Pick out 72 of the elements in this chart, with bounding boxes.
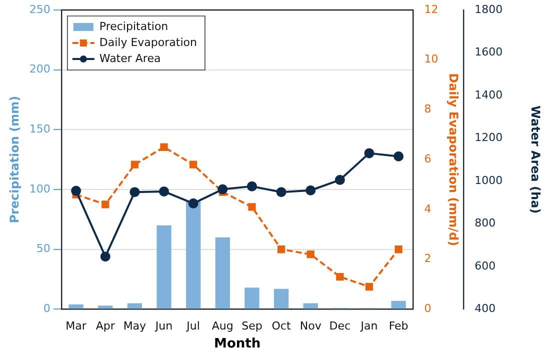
- point: [130, 160, 139, 168]
- bar: [156, 225, 172, 309]
- y-tick-label: 100: [29, 182, 50, 196]
- point: [248, 203, 256, 211]
- point: [334, 174, 345, 185]
- point: [336, 272, 344, 281]
- point: [130, 187, 140, 198]
- point: [218, 184, 228, 194]
- bar: [391, 300, 406, 309]
- y-tick-label: 0: [43, 302, 50, 316]
- y-axis-title: Precipitation (mm): [7, 96, 22, 224]
- legend-label: Daily Evaporation: [99, 36, 197, 49]
- x-tick-label: Jul: [186, 320, 200, 333]
- y3-tick-label: 600: [474, 259, 496, 272]
- y2-tick-label: 12: [424, 2, 438, 16]
- point: [306, 185, 316, 196]
- y3-tick-label: 1200: [474, 131, 503, 144]
- bar: [68, 304, 84, 309]
- y-tick-label: 50: [36, 242, 50, 256]
- point: [159, 186, 170, 196]
- y2-tick-label: 10: [424, 52, 438, 66]
- point: [276, 187, 286, 198]
- point: [364, 148, 374, 158]
- point: [306, 250, 314, 258]
- y-tick-label: 150: [29, 122, 50, 136]
- x-tick-label: Nov: [300, 320, 322, 333]
- point: [189, 160, 198, 168]
- x-tick-label: Jan: [360, 320, 378, 333]
- legend-label: Water Area: [99, 52, 161, 65]
- x-tick-label: Oct: [272, 320, 292, 333]
- y2-axis-title: Daily Evaporation (mm/d): [446, 73, 460, 246]
- y2-tick-label: 6: [424, 152, 432, 166]
- legend-label: Precipitation: [99, 20, 168, 33]
- bar: [215, 237, 230, 309]
- point: [102, 200, 110, 208]
- point: [71, 186, 82, 196]
- point: [277, 246, 286, 254]
- point: [246, 181, 257, 192]
- bar: [186, 201, 201, 309]
- y3-tick-label: 400: [474, 302, 496, 316]
- x-tick-label: Dec: [329, 320, 351, 333]
- bar: [303, 303, 318, 309]
- x-axis-title: Month: [214, 336, 261, 352]
- y-tick-label: 250: [29, 2, 50, 16]
- y2-tick-label: 2: [424, 252, 432, 266]
- x-tick-label: Apr: [96, 320, 116, 333]
- y2-tick-label: 4: [424, 202, 432, 216]
- x-tick-label: Feb: [388, 320, 408, 333]
- x-tick-label: Sep: [242, 320, 262, 333]
- y3-tick-label: 1000: [474, 174, 503, 187]
- bar: [127, 303, 142, 309]
- bar: [274, 288, 289, 309]
- y-tick-label: 200: [29, 62, 50, 76]
- x-tick-label: Mar: [66, 320, 87, 333]
- x-tick-label: May: [123, 320, 147, 333]
- point: [365, 282, 374, 291]
- point: [394, 246, 402, 254]
- y3-tick-label: 800: [474, 216, 496, 230]
- point: [188, 198, 198, 208]
- y2-tick-label: 8: [424, 102, 432, 116]
- y2-tick-label: 0: [424, 302, 432, 316]
- y3-axis-title: Water Area (ha): [528, 106, 543, 214]
- y3-tick-label: 1400: [474, 88, 503, 102]
- y3-tick-label: 1600: [474, 46, 503, 59]
- x-tick-label: Aug: [212, 320, 234, 333]
- y3-tick-label: 1800: [474, 2, 503, 16]
- point: [100, 252, 110, 262]
- bar: [98, 306, 113, 309]
- bar: [244, 288, 260, 309]
- x-tick-label: Jun: [154, 320, 173, 333]
- point: [394, 151, 404, 162]
- point: [160, 143, 168, 151]
